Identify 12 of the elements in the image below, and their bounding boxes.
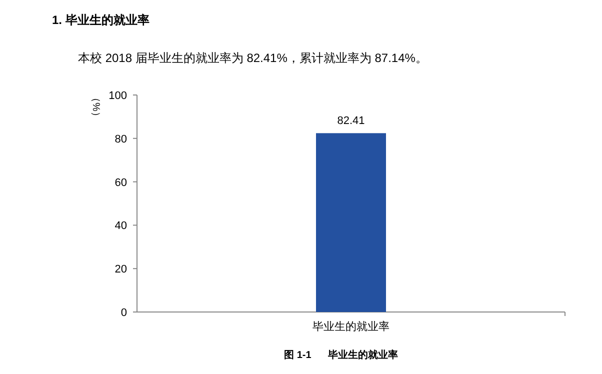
data-label: 82.41 [337,115,365,128]
caption: 图 1-1 毕业生的就业率 [284,349,398,361]
y-tick-label: 60 [114,176,127,189]
y-tick-label: 100 [108,90,127,102]
chart-title: 1. 毕业生的就业率 [52,13,150,27]
chart-subtitle: 本校 2018 届毕业生的就业率为 82.41%，累计就业率为 87.14%。 [78,51,428,65]
y-tick-label: 20 [114,264,127,276]
y-tick-label: 0 [120,307,127,319]
y-axis-title: （%） [90,92,101,122]
y-tick-label: 40 [114,220,127,232]
y-tick-label: 80 [114,133,127,146]
x-tick-label: 毕业生的就业率 [312,320,390,333]
